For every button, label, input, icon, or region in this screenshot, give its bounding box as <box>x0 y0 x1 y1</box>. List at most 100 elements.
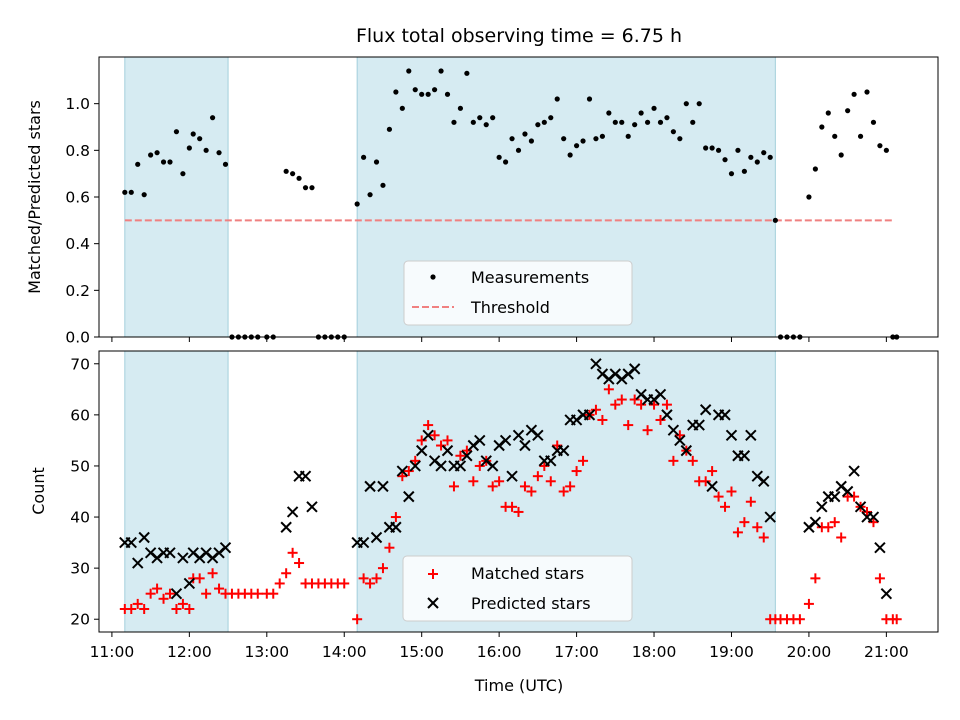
measurement-point-84 <box>677 136 683 142</box>
predicted-point-86 <box>764 511 776 523</box>
measurement-point-54 <box>483 122 489 128</box>
matched-point-56 <box>487 481 498 492</box>
measurement-point-98 <box>767 154 773 160</box>
matched-point-35 <box>352 614 363 625</box>
measurement-point-40 <box>393 89 399 95</box>
measurement-point-90 <box>715 147 722 153</box>
measurement-point-7 <box>167 159 173 165</box>
matched-point-61 <box>519 481 530 492</box>
measurement-point-68 <box>573 143 580 149</box>
matched-point-25 <box>281 568 292 579</box>
measurement-point-3 <box>141 192 147 198</box>
bottom-plot-frame <box>98 350 939 633</box>
predicted-point-38 <box>454 460 467 472</box>
matched-point-82 <box>655 414 666 425</box>
matched-point-66 <box>552 440 563 451</box>
matched-point-115 <box>868 517 879 528</box>
predicted-point-93 <box>841 485 854 498</box>
matched-point-78 <box>629 394 640 405</box>
measurement-point-78 <box>638 110 644 116</box>
legend-predicted-label: Predicted stars <box>471 594 591 613</box>
matched-point-47 <box>429 430 440 441</box>
matched-point-108 <box>823 522 834 533</box>
matched-point-54 <box>474 460 485 471</box>
bottom-x-tick-label-3: 14:00 <box>322 643 367 661</box>
matched-point-23 <box>268 588 279 599</box>
matched-point-77 <box>623 420 634 431</box>
predicted-point-94 <box>848 465 860 477</box>
measurement-point-97 <box>761 150 767 156</box>
matched-point-50 <box>448 481 459 492</box>
measurement-point-38 <box>380 182 386 188</box>
measurement-point-111 <box>851 91 857 97</box>
top-measurement-points <box>122 68 900 340</box>
measurement-point-112 <box>857 133 864 139</box>
measurement-point-34 <box>354 201 360 207</box>
matched-point-51 <box>455 450 466 461</box>
predicted-point-39 <box>461 450 473 462</box>
measurement-point-36 <box>367 192 373 198</box>
measurement-point-53 <box>477 115 483 121</box>
matched-point-89 <box>700 476 711 487</box>
measurement-point-4 <box>148 152 154 158</box>
measurement-point-89 <box>709 145 715 151</box>
measurement-point-64 <box>548 115 554 121</box>
bottom-x-tick-label-2: 13:00 <box>244 643 289 661</box>
top-y-tick-label-1: 0.2 <box>65 282 90 300</box>
measurement-point-106 <box>819 124 825 130</box>
matched-point-65 <box>545 476 556 487</box>
bottom-y-tick-label-0: 20 <box>70 611 90 629</box>
matched-point-116 <box>874 573 885 584</box>
matched-point-7 <box>164 588 175 599</box>
top-y-tick-label-3: 0.6 <box>65 189 90 207</box>
measurement-point-67 <box>567 152 573 158</box>
matched-point-27 <box>294 558 305 569</box>
measurement-point-8 <box>173 129 180 135</box>
matched-point-38 <box>371 573 382 584</box>
measurement-point-55 <box>490 115 496 121</box>
measurement-point-60 <box>522 131 528 137</box>
predicted-point-26 <box>377 480 389 493</box>
measurement-point-49 <box>451 119 457 125</box>
matched-point-49 <box>442 435 453 446</box>
predicted-point-7 <box>164 547 176 559</box>
measurement-point-75 <box>619 119 625 125</box>
measurement-point-27 <box>302 185 309 191</box>
measurement-point-48 <box>444 91 451 97</box>
measurement-point-74 <box>612 119 618 125</box>
predicted-point-31 <box>409 460 421 472</box>
matched-point-75 <box>610 399 621 410</box>
predicted-point-41 <box>474 434 486 447</box>
matched-point-53 <box>468 476 479 487</box>
bottom-x-tick-label-10: 21:00 <box>864 643 909 661</box>
predicted-point-95 <box>854 501 867 513</box>
measurement-point-91 <box>722 157 728 163</box>
predicted-point-73 <box>680 444 693 457</box>
predicted-point-71 <box>667 424 680 436</box>
measurement-point-46 <box>432 87 438 93</box>
predicted-point-75 <box>693 419 705 431</box>
bottom-panel: 20 30 40 50 60 70 11:00 12:00 13:00 14:00 15:00 16… <box>29 350 939 695</box>
matched-point-64 <box>539 460 550 471</box>
measurement-point-66 <box>561 136 567 142</box>
predicted-point-76 <box>699 404 712 416</box>
measurement-point-82 <box>664 115 670 121</box>
legend-predicted-marker <box>427 597 439 609</box>
matched-point-42 <box>397 471 408 482</box>
matched-point-2 <box>132 598 143 609</box>
bottom-x-tick-label-5: 16:00 <box>477 643 522 661</box>
measurement-point-24 <box>283 168 289 174</box>
top-y-tick-label-4: 0.8 <box>65 142 90 160</box>
matched-point-76 <box>616 394 627 405</box>
predicted-point-50 <box>532 429 544 442</box>
matched-point-52 <box>461 445 472 456</box>
measurement-point-56 <box>496 154 502 160</box>
bottom-shaded-interval-0 <box>124 351 229 632</box>
measurement-point-41 <box>399 105 405 111</box>
measurement-point-110 <box>845 108 851 114</box>
measurement-point-85 <box>683 101 689 107</box>
bottom-y-tick-label-2: 40 <box>70 509 90 527</box>
measurement-point-79 <box>644 119 651 125</box>
predicted-point-97 <box>867 511 880 523</box>
